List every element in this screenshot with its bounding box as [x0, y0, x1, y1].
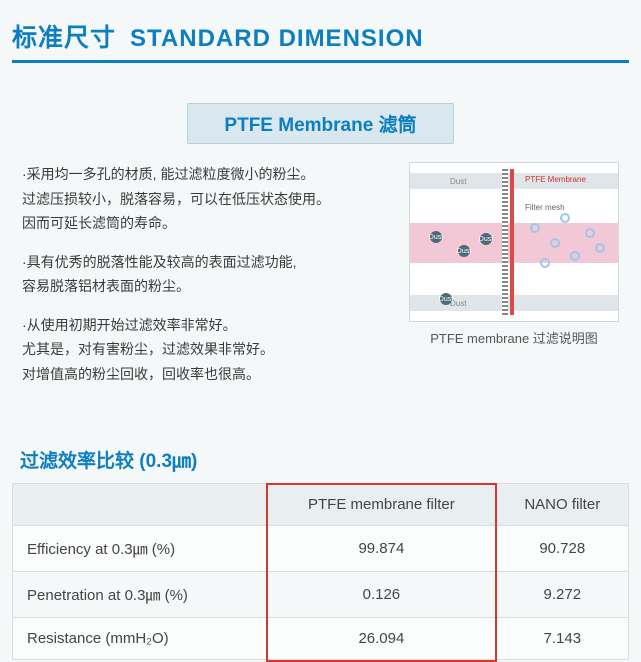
sub-banner: PTFE Membrane 滤筒	[187, 103, 453, 144]
row-label: Efficiency at 0.3㎛ (%)	[13, 526, 267, 572]
diagram-dust-label: Dust	[450, 177, 466, 186]
cell-nano: 90.728	[496, 526, 628, 572]
cell-ptfe: 99.874	[267, 526, 496, 572]
comparison-table-wrap: PTFE membrane filter NANO filter Efficie…	[12, 483, 629, 660]
table-header-row: PTFE membrane filter NANO filter	[13, 484, 629, 526]
bullet-item: ·具有优秀的脱落性能及较高的表面过滤功能, 容易脱落铝材表面的粉尘。	[22, 250, 395, 299]
cell-nano: 7.143	[496, 618, 628, 660]
diagram-membrane-label: PTFE Membrane	[525, 175, 586, 184]
page-title-row: 标准尺寸 STANDARD DIMENSION	[12, 18, 629, 54]
row-label: Penetration at 0.3㎛ (%)	[13, 572, 267, 618]
table-row: Penetration at 0.3㎛ (%) 0.126 9.272	[13, 572, 629, 618]
diagram-caption: PTFE membrane 过滤说明图	[409, 328, 619, 347]
title-zh: 标准尺寸	[12, 18, 116, 54]
membrane-diagram: Dust Dust PTFE Membrane Filter mesh Dust…	[409, 162, 619, 322]
row-label: Resistance (mmH₂O)	[13, 618, 267, 660]
col-header-nano: NANO filter	[496, 484, 628, 526]
bullet-list: ·采用均一多孔的材质, 能过滤粒度微小的粉尘。 过滤压损较小，脱落容易，可以在低…	[22, 162, 395, 400]
table-row: Efficiency at 0.3㎛ (%) 99.874 90.728	[13, 526, 629, 572]
comparison-table: PTFE membrane filter NANO filter Efficie…	[12, 483, 629, 660]
diagram-mesh-label: Filter mesh	[525, 203, 565, 212]
col-header-blank	[13, 484, 267, 526]
title-underline	[12, 60, 629, 63]
title-en: STANDARD DIMENSION	[130, 25, 424, 53]
table-row: Resistance (mmH₂O) 26.094 7.143	[13, 618, 629, 660]
col-header-ptfe: PTFE membrane filter	[267, 484, 496, 526]
cell-ptfe: 26.094	[267, 618, 496, 660]
cell-nano: 9.272	[496, 572, 628, 618]
cell-ptfe: 0.126	[267, 572, 496, 618]
bullet-item: ·采用均一多孔的材质, 能过滤粒度微小的粉尘。 过滤压损较小，脱落容易，可以在低…	[22, 162, 395, 236]
bullet-item: ·从使用初期开始过滤效率非常好。 尤其是，对有害粉尘，过滤效果非常好。 对增值高…	[22, 313, 395, 387]
comparison-title: 过滤效率比较 (0.3㎛)	[12, 446, 629, 473]
